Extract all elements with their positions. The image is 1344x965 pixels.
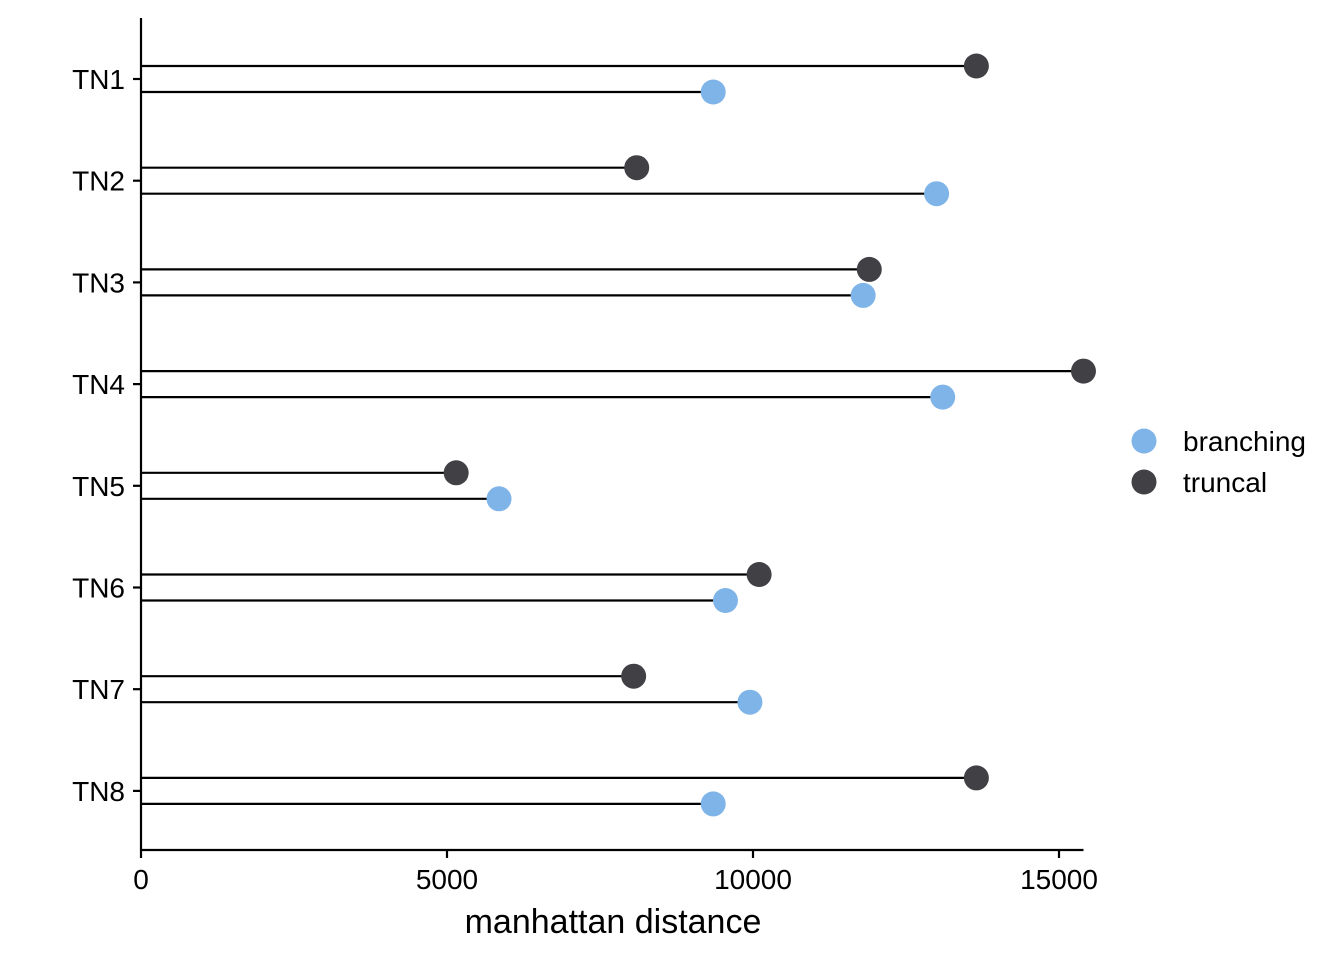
y-tick-label: TN6 xyxy=(72,573,125,604)
legend-swatch xyxy=(1131,469,1157,495)
segments-layer xyxy=(141,64,1084,806)
branching-point xyxy=(924,181,950,207)
branching-point xyxy=(700,79,726,105)
truncal-point xyxy=(963,53,989,79)
truncal-point xyxy=(621,663,647,689)
branching-point xyxy=(930,384,956,410)
y-tick-label: TN5 xyxy=(72,471,125,502)
legend-label: truncal xyxy=(1183,467,1267,498)
y-ticks-layer: TN1 TN2 TN3 TN4 TN5 TN6 TN7 TN8 xyxy=(72,64,141,807)
truncal-point xyxy=(1070,358,1096,384)
truncal-point xyxy=(624,155,650,181)
legend-swatch xyxy=(1131,428,1157,454)
truncal-point xyxy=(963,765,989,791)
branching-point xyxy=(737,689,763,715)
x-tick-label: 15000 xyxy=(1020,864,1098,895)
y-tick-label: TN8 xyxy=(72,776,125,807)
y-tick-label: TN7 xyxy=(72,674,125,705)
y-tick-label: TN2 xyxy=(72,166,125,197)
branching-point xyxy=(700,791,726,817)
legend-label: branching xyxy=(1183,426,1306,457)
x-tick-label: 10000 xyxy=(714,864,792,895)
x-axis-title: manhattan distance xyxy=(465,903,762,941)
truncal-point xyxy=(746,562,772,587)
x-tick-label: 5000 xyxy=(416,864,478,895)
points-layer xyxy=(443,53,1096,817)
x-tick-label: 0 xyxy=(133,864,149,895)
branching-point xyxy=(850,282,876,308)
x-ticks-layer: 0 5000 10000 15000 xyxy=(133,850,1098,895)
legend: branching truncal xyxy=(1131,426,1306,498)
branching-point xyxy=(486,486,512,512)
y-tick-label: TN3 xyxy=(72,267,125,298)
y-tick-label: TN1 xyxy=(72,64,125,95)
truncal-point xyxy=(856,256,882,282)
branching-point xyxy=(712,588,738,613)
truncal-point xyxy=(443,460,469,486)
y-tick-label: TN4 xyxy=(72,369,125,400)
